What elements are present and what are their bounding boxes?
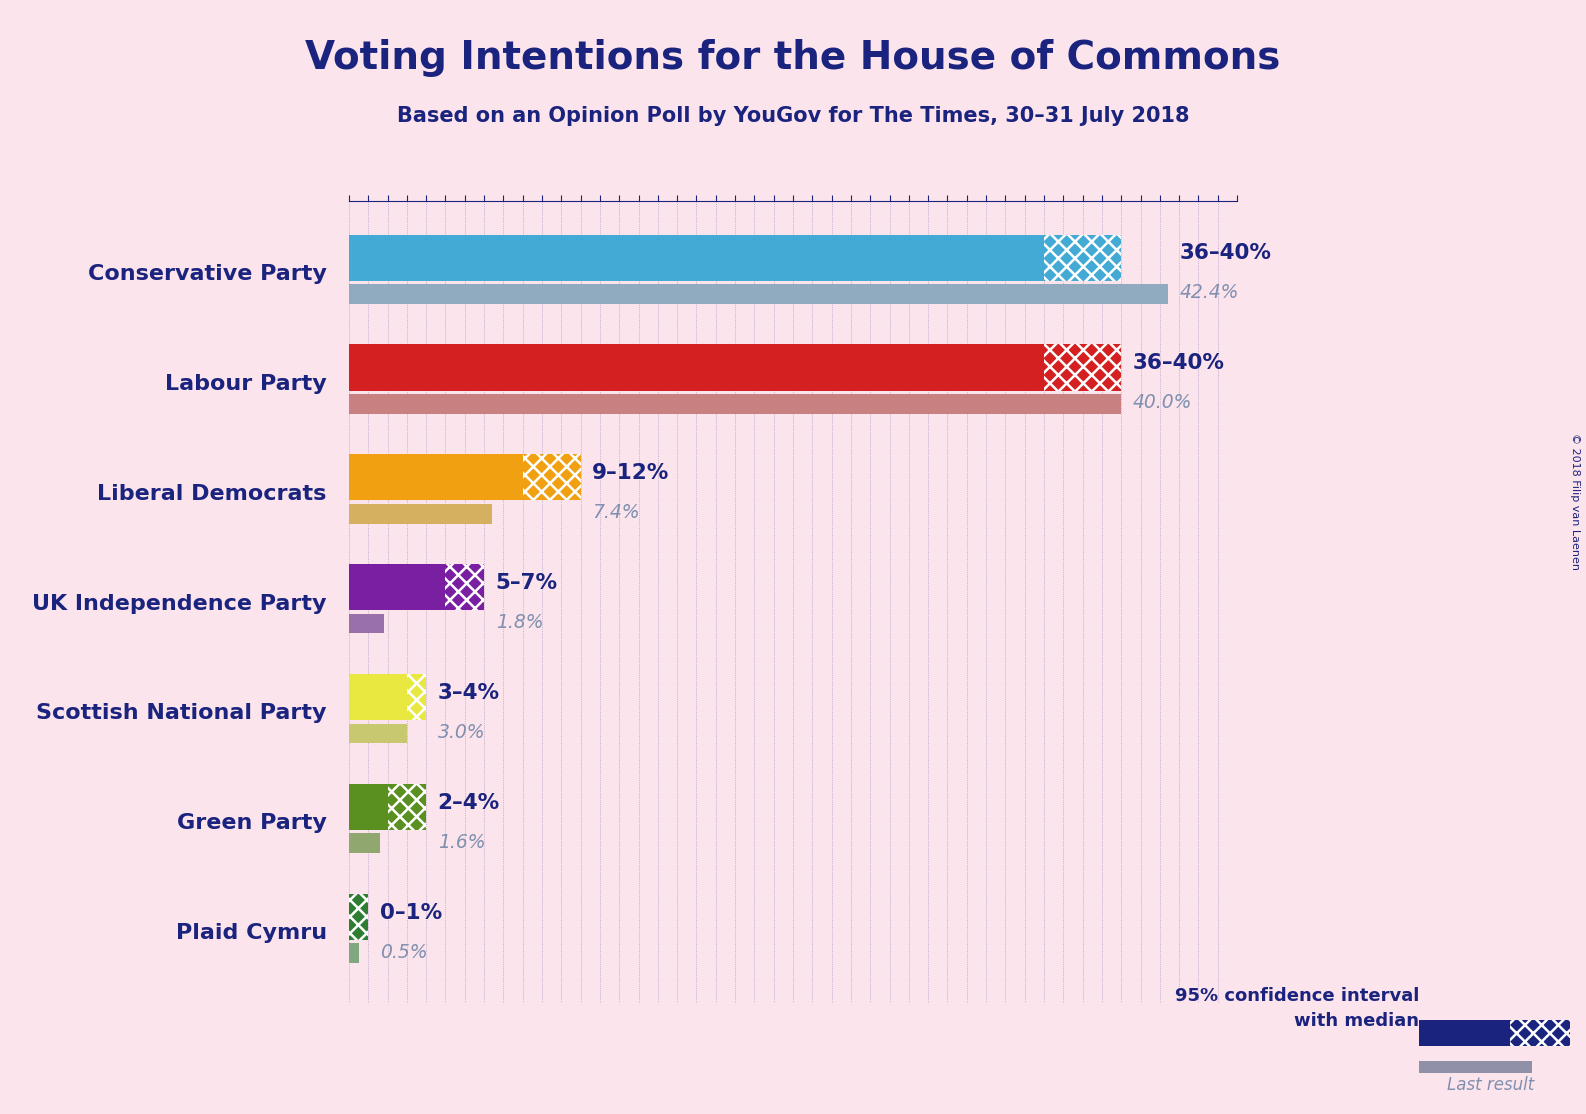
Text: 95% confidence interval
with median: 95% confidence interval with median [1175, 987, 1419, 1029]
Bar [1510, 1019, 1570, 1046]
Text: Based on an Opinion Poll by YouGov for The Times, 30–31 July 2018: Based on an Opinion Poll by YouGov for T… [396, 106, 1190, 126]
Bar [523, 455, 580, 500]
Text: 3.0%: 3.0% [438, 723, 485, 742]
Bar [349, 344, 1044, 391]
Bar [349, 284, 1167, 304]
Bar [349, 394, 1121, 413]
Bar [446, 564, 484, 610]
Bar [349, 504, 492, 524]
Text: 36–40%: 36–40% [1132, 353, 1224, 373]
Text: 9–12%: 9–12% [592, 463, 669, 483]
Text: Voting Intentions for the House of Commons: Voting Intentions for the House of Commo… [306, 39, 1280, 77]
Text: 0.5%: 0.5% [379, 942, 428, 961]
Bar [1044, 235, 1121, 281]
Text: 36–40%: 36–40% [1178, 243, 1270, 263]
Bar [349, 564, 446, 610]
Text: 3–4%: 3–4% [438, 683, 500, 703]
Bar [349, 723, 408, 743]
Bar [349, 893, 368, 940]
Text: © 2018 Filip van Laenen: © 2018 Filip van Laenen [1570, 433, 1580, 569]
Bar [349, 944, 358, 962]
Text: 40.0%: 40.0% [1132, 393, 1193, 412]
Bar [349, 674, 408, 721]
Bar [1044, 344, 1121, 391]
Text: 1.8%: 1.8% [496, 613, 544, 632]
Bar [349, 614, 384, 634]
Text: 7.4%: 7.4% [592, 504, 639, 522]
Bar [349, 833, 379, 853]
Text: Last result: Last result [1446, 1076, 1535, 1094]
Text: 1.6%: 1.6% [438, 832, 485, 852]
Text: 2–4%: 2–4% [438, 793, 500, 812]
Text: 0–1%: 0–1% [379, 902, 442, 922]
Bar [349, 455, 523, 500]
Text: 42.4%: 42.4% [1178, 283, 1239, 302]
Bar [349, 784, 387, 830]
Bar [387, 784, 427, 830]
Bar [1419, 1019, 1510, 1046]
Bar [349, 235, 1044, 281]
Text: 5–7%: 5–7% [496, 573, 558, 593]
Bar [408, 674, 427, 721]
Bar [1419, 1061, 1532, 1073]
